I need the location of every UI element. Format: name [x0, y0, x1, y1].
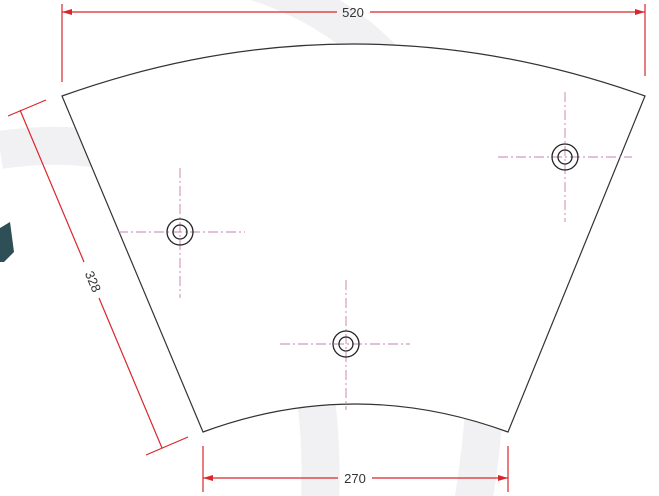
dimension-label: 270 [344, 471, 366, 486]
dimension-bottom: 270 [202, 446, 509, 492]
part-outline [61, 43, 646, 433]
hole [498, 92, 632, 222]
hole [280, 280, 410, 410]
side-object [0, 222, 14, 262]
dimension-label: 328 [82, 269, 104, 295]
hole [118, 168, 245, 298]
dimension-top: 520 [61, 4, 646, 82]
dimension-label: 520 [342, 5, 364, 20]
